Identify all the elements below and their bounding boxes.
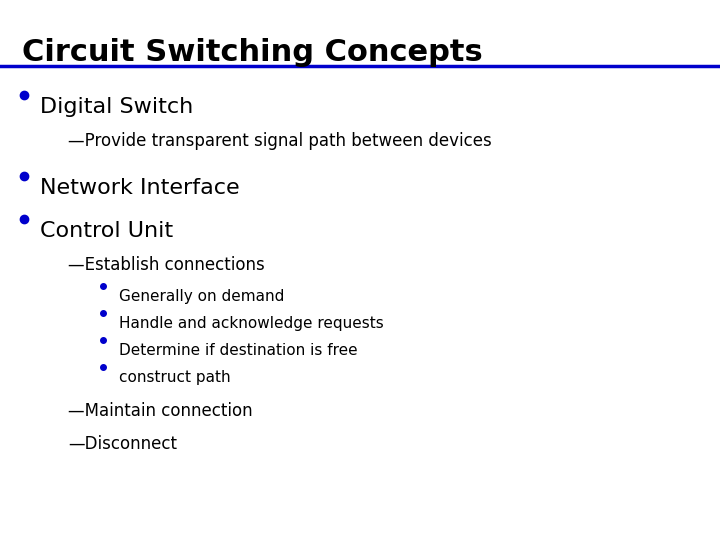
- Text: —Establish connections: —Establish connections: [68, 256, 265, 274]
- Text: Handle and acknowledge requests: Handle and acknowledge requests: [119, 316, 384, 331]
- Text: construct path: construct path: [119, 370, 230, 385]
- Text: —Disconnect: —Disconnect: [68, 435, 177, 453]
- Text: —Maintain connection: —Maintain connection: [68, 402, 253, 420]
- Text: —Provide transparent signal path between devices: —Provide transparent signal path between…: [68, 132, 492, 150]
- Text: Network Interface: Network Interface: [40, 178, 239, 198]
- Text: Circuit Switching Concepts: Circuit Switching Concepts: [22, 38, 482, 67]
- Text: Digital Switch: Digital Switch: [40, 97, 193, 117]
- Text: Determine if destination is free: Determine if destination is free: [119, 343, 357, 358]
- Text: Generally on demand: Generally on demand: [119, 289, 284, 304]
- Text: Control Unit: Control Unit: [40, 221, 173, 241]
